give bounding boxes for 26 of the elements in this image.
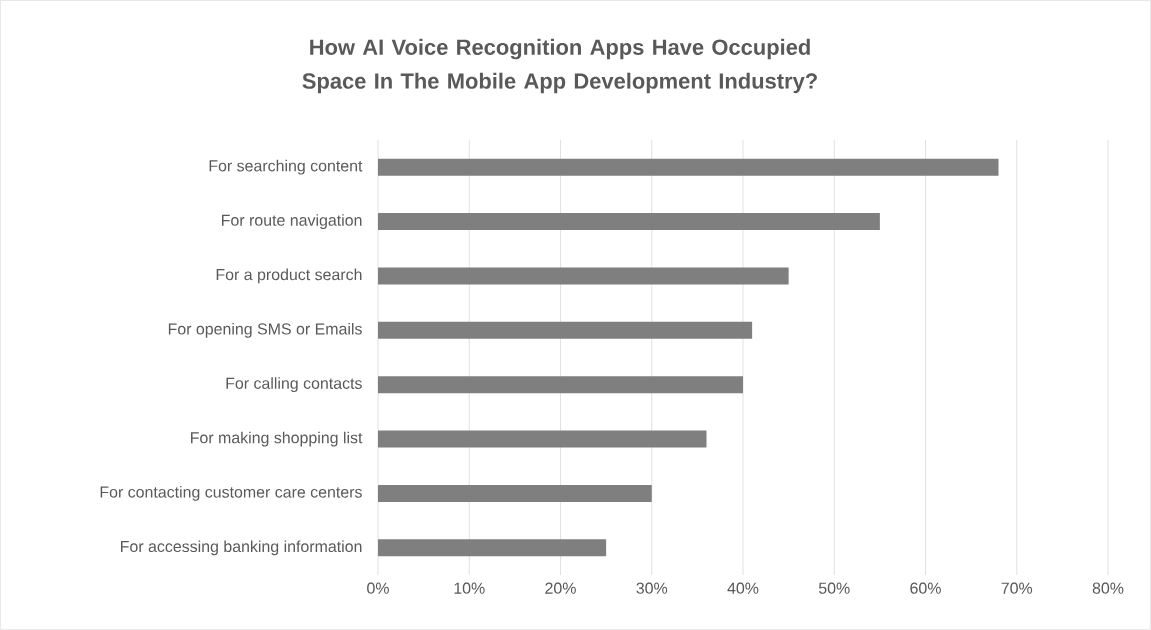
bar xyxy=(378,213,880,231)
bar xyxy=(378,430,707,448)
x-tick-label: 80% xyxy=(1092,582,1124,594)
x-tick-label: 20% xyxy=(545,582,576,594)
x-tick-label: 70% xyxy=(1001,582,1033,594)
bar xyxy=(378,158,999,176)
y-tick-label: For calling contacts xyxy=(226,377,362,393)
y-tick-label: For making shopping list xyxy=(191,431,363,447)
x-tick-label: 40% xyxy=(727,582,759,594)
y-tick-label: For opening SMS or Emails xyxy=(168,322,362,338)
x-tick-label: 30% xyxy=(636,582,668,594)
bar xyxy=(378,539,607,557)
y-tick-label: For route navigation xyxy=(222,214,362,229)
y-tick-label: For a product search xyxy=(216,268,362,284)
bar xyxy=(378,267,789,285)
y-tick-label: For searching content xyxy=(209,159,363,175)
x-tick-label: 50% xyxy=(818,582,850,594)
bar xyxy=(378,321,753,339)
x-tick-label: 10% xyxy=(454,582,485,594)
chart-title: How AI Voice Recognition Apps Have Occupied Space In The Mobile App Development Industry? xyxy=(302,38,817,94)
bar xyxy=(378,484,652,502)
y-tick-label: For accessing banking information xyxy=(121,540,362,556)
x-tick-label: 60% xyxy=(910,582,941,594)
x-tick-label: 0% xyxy=(367,582,389,594)
y-tick-label: For contacting customer care centers xyxy=(100,486,362,501)
bar xyxy=(378,376,743,394)
